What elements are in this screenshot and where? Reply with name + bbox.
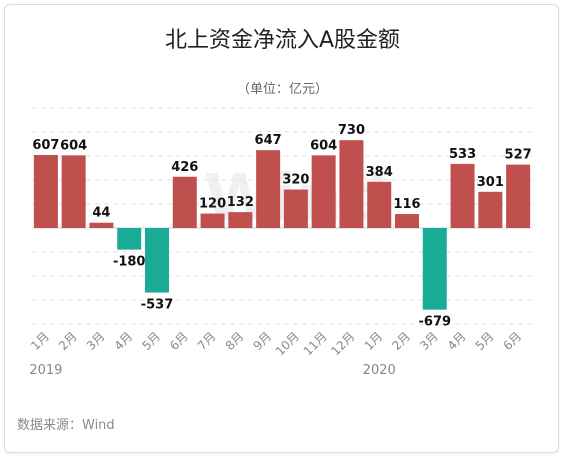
- bar: [89, 222, 114, 228]
- bar: [339, 140, 364, 228]
- data-label: 533: [449, 147, 476, 162]
- bar: [506, 164, 531, 228]
- x-tick-label: 6月: [167, 329, 191, 353]
- x-tick-label: 7月: [195, 329, 219, 353]
- data-label: 426: [171, 160, 198, 175]
- x-tick-label: 6月: [500, 329, 524, 353]
- bar: [311, 155, 336, 228]
- x-tick-label: 5月: [139, 329, 163, 353]
- x-tick-label: 11月: [301, 329, 330, 358]
- data-label: 301: [477, 175, 504, 190]
- bar: [145, 228, 169, 293]
- x-tick-label: 12月: [328, 329, 357, 358]
- data-label: -679: [419, 315, 452, 330]
- data-label: 132: [227, 195, 254, 210]
- x-tick-label: 2月: [389, 329, 413, 353]
- bar: [61, 155, 86, 228]
- data-label: 320: [282, 173, 309, 188]
- data-label: 527: [505, 148, 532, 163]
- chart-title: 北上资金净流入A股金额: [164, 28, 401, 53]
- data-label: 607: [32, 138, 59, 153]
- x-tick-label: 4月: [445, 329, 469, 353]
- year-label: 2020: [363, 363, 396, 378]
- bar: [228, 212, 253, 228]
- year-label: 2019: [29, 363, 62, 378]
- bar: [172, 176, 197, 228]
- data-label: 604: [60, 138, 87, 153]
- data-source: 数据来源：Wind: [17, 418, 115, 433]
- data-label: -537: [141, 298, 174, 313]
- bars: [33, 140, 531, 310]
- bar: [450, 163, 475, 228]
- bar: [422, 228, 447, 310]
- chart-subtitle: （单位：亿元）: [236, 82, 328, 97]
- x-tick-label: 1月: [28, 329, 52, 353]
- x-tick-label: 2月: [56, 329, 80, 353]
- x-tick-label: 9月: [250, 329, 274, 353]
- bar: [283, 189, 308, 228]
- data-label: 116: [393, 197, 420, 212]
- x-tick-label: 1月: [362, 329, 386, 353]
- x-tick-label: 5月: [473, 329, 497, 353]
- data-label: 120: [199, 197, 226, 212]
- bar: [117, 228, 142, 250]
- data-label: 647: [255, 133, 282, 148]
- data-label: -180: [113, 255, 146, 270]
- data-label: 604: [310, 138, 337, 153]
- data-label: 730: [338, 123, 365, 138]
- x-tick-label: 3月: [417, 329, 441, 353]
- data-label: 44: [92, 206, 110, 221]
- bar: [478, 191, 503, 228]
- bar: [367, 181, 392, 228]
- bar: [395, 214, 419, 228]
- x-tick-label: 3月: [84, 329, 108, 353]
- gridlines: [32, 107, 532, 325]
- bar: [33, 155, 58, 228]
- x-tick-label: 10月: [273, 329, 302, 358]
- data-label: 384: [366, 165, 393, 180]
- x-tick-label: 4月: [112, 329, 136, 353]
- bar: [200, 213, 225, 228]
- x-tick-label: 8月: [223, 329, 247, 353]
- bar: [256, 150, 281, 228]
